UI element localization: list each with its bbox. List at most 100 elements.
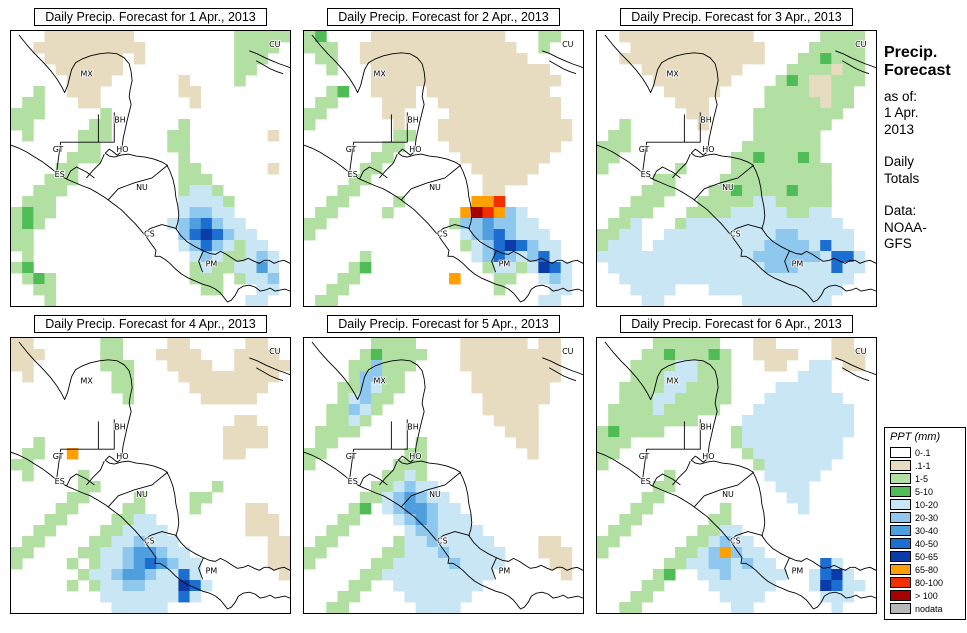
svg-text:HO: HO [409,145,421,154]
svg-text:PM: PM [206,566,218,575]
svg-text:NU: NU [136,490,148,499]
legend-row: > 100 [890,589,962,602]
legend-label: 0-.1 [915,447,931,458]
legend-color-swatch [890,512,911,523]
panel-title-bar: Daily Precip. Forecast for 6 Apr., 2013 [596,315,877,333]
legend-label: 5-10 [915,486,934,497]
precip-map-5: MX CU BH GT HO ES NU CS PM [303,337,584,614]
forecast-panel-3: Daily Precip. Forecast for 3 Apr., 2013 … [596,8,877,307]
legend-color-swatch [890,538,911,549]
legend-color-swatch [890,603,911,614]
svg-text:HO: HO [116,145,128,154]
svg-text:GT: GT [639,452,650,461]
svg-text:MX: MX [374,377,387,386]
svg-text:HO: HO [409,452,421,461]
panel-title-bar: Daily Precip. Forecast for 5 Apr., 2013 [303,315,584,333]
svg-text:CS: CS [437,230,448,239]
svg-text:PM: PM [499,566,511,575]
legend-color-swatch [890,525,911,536]
precip-map-4: MX CU BH GT HO ES NU CS PM [10,337,291,614]
totals-line2: Totals [884,170,920,186]
data-source-label: Data: [884,203,917,219]
svg-text:CS: CS [730,537,741,546]
svg-text:CS: CS [730,230,741,239]
svg-text:CU: CU [855,347,867,356]
legend-row: 50-65 [890,550,962,563]
svg-text:ES: ES [641,170,651,179]
svg-text:CU: CU [269,40,281,49]
asof-date-line2: 2013 [884,121,915,137]
forecast-panel-2: Daily Precip. Forecast for 2 Apr., 2013 … [303,8,584,307]
legend-color-swatch [890,499,911,510]
svg-text:BH: BH [700,115,711,124]
svg-text:ES: ES [55,170,65,179]
svg-text:MX: MX [667,70,680,79]
legend-color-swatch [890,486,911,497]
svg-text:CU: CU [562,347,574,356]
legend-label: 80-100 [915,577,944,588]
legend-row: .1-1 [890,459,962,472]
legend-label: 40-50 [915,538,939,549]
forecast-panel-5: Daily Precip. Forecast for 5 Apr., 2013 … [303,315,584,614]
legend-color-swatch [890,447,911,458]
data-source-line1: NOAA- [884,219,927,235]
svg-text:CU: CU [562,40,574,49]
svg-text:BH: BH [407,422,418,431]
svg-text:BH: BH [407,115,418,124]
forecast-panel-6: Daily Precip. Forecast for 6 Apr., 2013 … [596,315,877,614]
panel-title-bar: Daily Precip. Forecast for 4 Apr., 2013 [10,315,291,333]
svg-text:HO: HO [116,452,128,461]
svg-text:CU: CU [269,347,281,356]
legend-row: nodata [890,602,962,615]
legend-color-swatch [890,577,911,588]
precip-map-2: MX CU BH GT HO ES NU CS PM [303,30,584,307]
panel-title: Daily Precip. Forecast for 6 Apr., 2013 [620,315,853,333]
svg-text:PM: PM [499,259,511,268]
svg-text:CS: CS [144,537,155,546]
svg-text:PM: PM [206,259,218,268]
svg-text:ES: ES [348,477,358,486]
svg-text:ES: ES [348,170,358,179]
svg-text:GT: GT [346,145,357,154]
asof-date-line1: 1 Apr. [884,105,919,121]
legend-color-swatch [890,590,911,601]
svg-text:NU: NU [429,183,441,192]
svg-text:PM: PM [792,566,804,575]
svg-text:NU: NU [429,490,441,499]
svg-text:BH: BH [114,115,125,124]
svg-text:ES: ES [55,477,65,486]
legend-label: 1-5 [915,473,929,484]
asof-label: as of: [884,88,918,104]
svg-text:CS: CS [144,230,155,239]
svg-text:ES: ES [641,477,651,486]
precip-map-6: MX CU BH GT HO ES NU CS PM [596,337,877,614]
legend-color-swatch [890,473,911,484]
legend-label: 65-80 [915,564,939,575]
legend-label: 30-40 [915,525,939,536]
svg-text:BH: BH [114,422,125,431]
svg-text:PM: PM [792,259,804,268]
forecast-panel-4: Daily Precip. Forecast for 4 Apr., 2013 … [10,315,291,614]
panel-title: Daily Precip. Forecast for 2 Apr., 2013 [327,8,560,26]
legend-row: 1-5 [890,472,962,485]
svg-text:GT: GT [346,452,357,461]
panel-title-bar: Daily Precip. Forecast for 2 Apr., 2013 [303,8,584,26]
svg-text:GT: GT [53,452,64,461]
svg-text:MX: MX [81,377,94,386]
legend-color-swatch [890,564,911,575]
legend-label: 50-65 [915,551,939,562]
totals-line1: Daily [884,154,915,170]
svg-text:HO: HO [702,145,714,154]
forecast-panel-1: Daily Precip. Forecast for 1 Apr., 2013 … [10,8,291,307]
legend: PPT (mm) 0-.1 .1-1 1-5 5-10 10-20 20-30 30-40 4… [884,427,966,620]
svg-text:HO: HO [702,452,714,461]
precip-map-1: MX CU BH GT HO ES NU CS PM [10,30,291,307]
panel-title: Daily Precip. Forecast for 5 Apr., 2013 [327,315,560,333]
svg-text:MX: MX [667,377,680,386]
svg-text:GT: GT [53,145,64,154]
legend-title: PPT (mm) [890,431,941,443]
sidebar: Precip. Forecast as of: 1 Apr. 2013 Dail… [884,44,964,253]
legend-row: 80-100 [890,576,962,589]
precip-map-3: MX CU BH GT HO ES NU CS PM [596,30,877,307]
legend-row: 20-30 [890,511,962,524]
